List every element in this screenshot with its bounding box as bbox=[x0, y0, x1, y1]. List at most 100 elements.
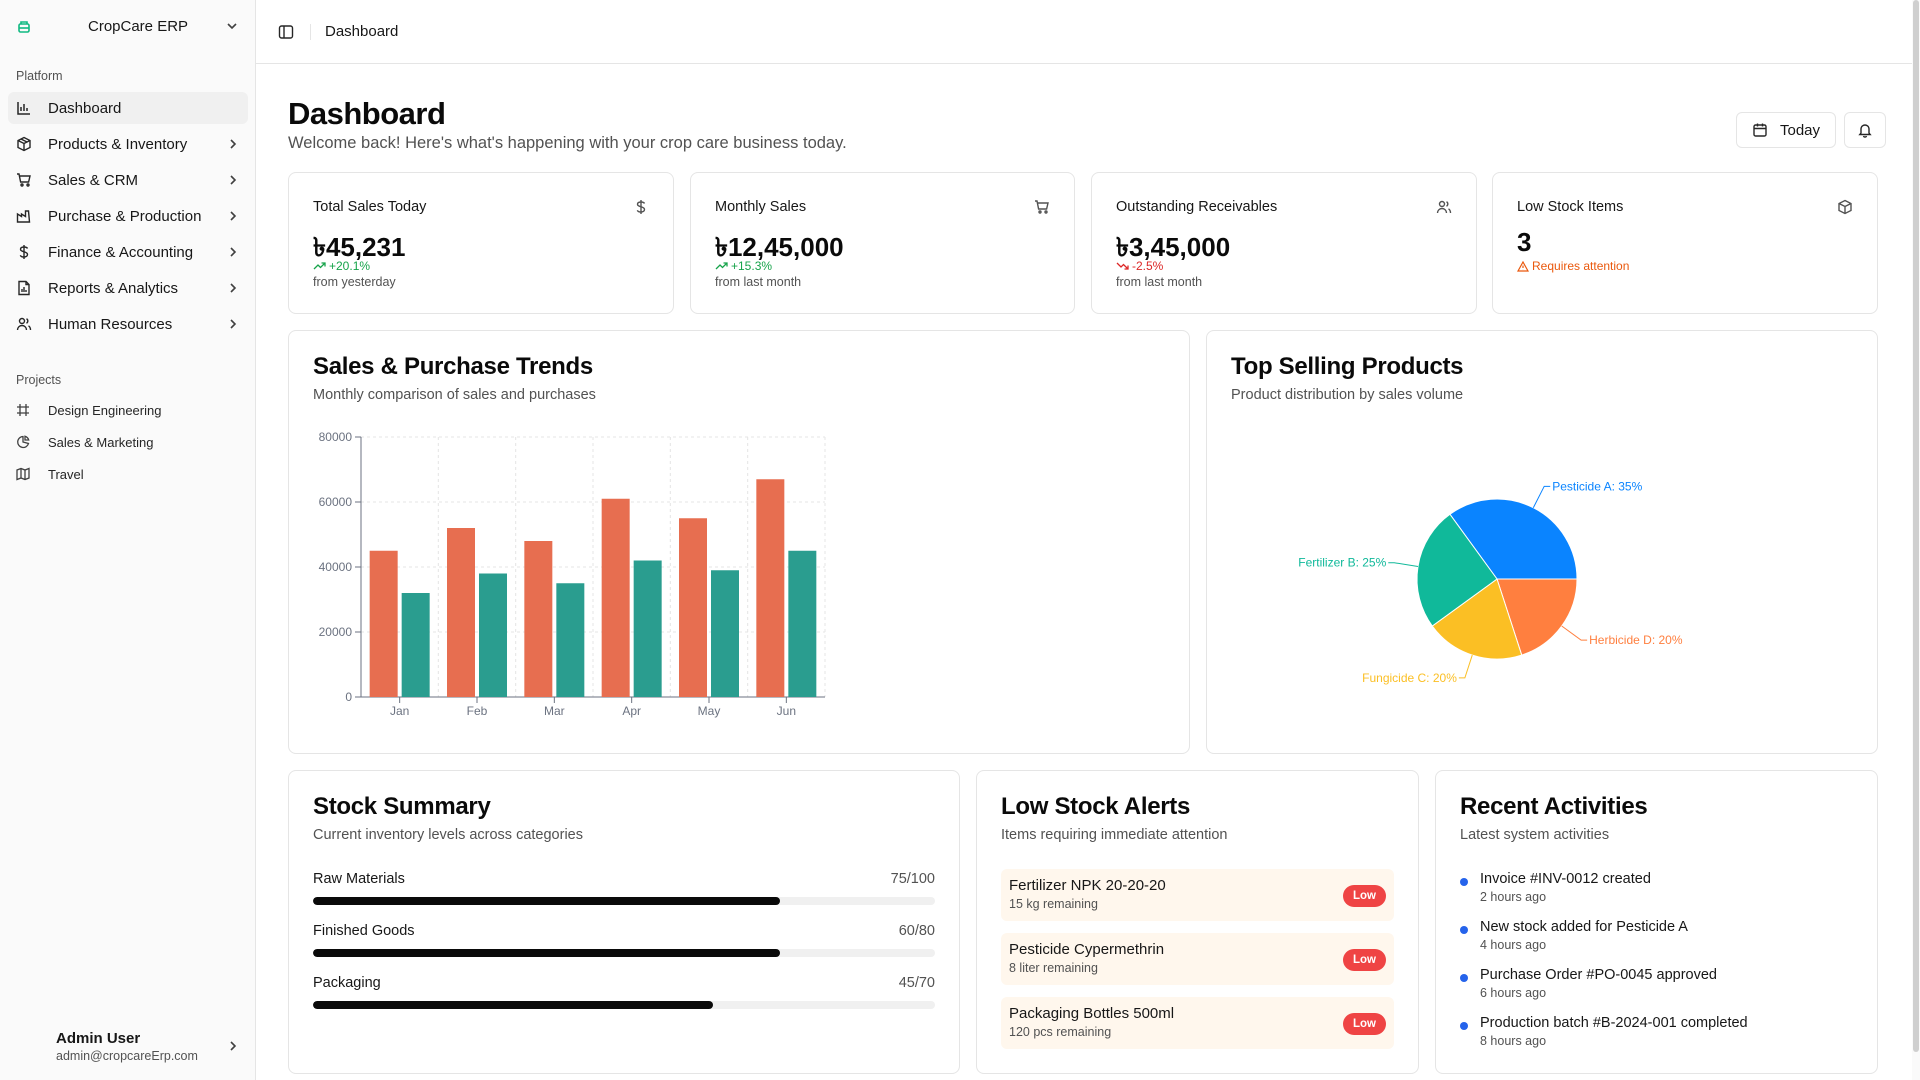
notifications-button[interactable] bbox=[1844, 112, 1886, 148]
stock-name: Raw Materials bbox=[313, 871, 405, 887]
project-item-travel[interactable]: Travel bbox=[8, 460, 248, 488]
projects-label: Projects bbox=[16, 373, 62, 387]
header-divider bbox=[310, 23, 311, 40]
app-name: CropCare ERP bbox=[88, 17, 189, 35]
stock-row: Packaging 45/70 bbox=[313, 975, 935, 1009]
x-tick-label: Mar bbox=[544, 704, 565, 718]
y-tick-label: 40000 bbox=[319, 560, 353, 574]
sidebar-item-finance[interactable]: Finance & Accounting bbox=[8, 236, 248, 268]
x-tick-label: Feb bbox=[467, 704, 488, 718]
sidebar-item-label: Reports & Analytics bbox=[48, 279, 179, 297]
stat-card-low-stock: Low Stock Items 3 Requires attention bbox=[1492, 172, 1878, 314]
card-title: Top Selling Products bbox=[1231, 353, 1464, 380]
pie-label-line bbox=[1388, 562, 1419, 567]
project-label: Travel bbox=[48, 466, 84, 482]
y-tick-label: 0 bbox=[345, 690, 352, 704]
stat-title: Total Sales Today bbox=[313, 199, 427, 215]
stock-progress-bar bbox=[313, 1001, 935, 1009]
trend-down-icon bbox=[1116, 262, 1129, 270]
sidebar-item-products[interactable]: Products & Inventory bbox=[8, 128, 248, 160]
activity-text: Production batch #B-2024-001 completed bbox=[1480, 1015, 1748, 1031]
alert-item[interactable]: Pesticide Cypermethrin 8 liter remaining… bbox=[1001, 933, 1394, 985]
project-label: Design Engineering bbox=[48, 402, 162, 418]
app-switcher[interactable]: CropCare ERP bbox=[8, 8, 248, 44]
scrollbar-track[interactable] bbox=[1912, 0, 1920, 1080]
card-subtitle: Monthly comparison of sales and purchase… bbox=[313, 387, 596, 403]
card-subtitle: Product distribution by sales volume bbox=[1231, 387, 1464, 403]
bar-jun-s1 bbox=[788, 550, 817, 697]
stat-title: Outstanding Receivables bbox=[1116, 199, 1278, 215]
stock-name: Finished Goods bbox=[313, 923, 415, 939]
alert-name: Packaging Bottles 500ml bbox=[1009, 1005, 1175, 1022]
stat-change: Requires attention bbox=[1517, 259, 1629, 273]
projects-nav: Design Engineering Sales & Marketing Tra… bbox=[8, 396, 248, 492]
warning-icon bbox=[1517, 260, 1529, 272]
bar-apr-s0 bbox=[601, 498, 630, 697]
activity-dot bbox=[1460, 1022, 1468, 1030]
stock-progress-fill bbox=[313, 949, 780, 957]
activity-time: 8 hours ago bbox=[1480, 1034, 1547, 1048]
box-icon bbox=[1837, 199, 1853, 215]
sidebar-item-sales[interactable]: Sales & CRM bbox=[8, 164, 248, 196]
stat-change-value: +15.3% bbox=[731, 259, 773, 273]
trends-card: Sales & Purchase Trends Monthly comparis… bbox=[288, 330, 1190, 754]
card-subtitle: Current inventory levels across categori… bbox=[313, 827, 583, 843]
sidebar-item-reports[interactable]: Reports & Analytics bbox=[8, 272, 248, 304]
chevron-down-icon bbox=[224, 18, 240, 34]
scrollbar-thumb[interactable] bbox=[1913, 0, 1919, 1052]
project-item-sales-marketing[interactable]: Sales & Marketing bbox=[8, 428, 248, 456]
cart-icon bbox=[16, 172, 32, 188]
sales-purchase-bar-chart: 0 20000 40000 60000 80000 Jan Feb Mar Apr May Jun bbox=[319, 430, 826, 718]
cart-icon bbox=[1034, 199, 1050, 215]
stock-progress-fill bbox=[313, 897, 780, 905]
project-item-design-engineering[interactable]: Design Engineering bbox=[8, 396, 248, 424]
sidebar-item-hr[interactable]: Human Resources bbox=[8, 308, 248, 340]
sidebar-item-label: Purchase & Production bbox=[48, 207, 202, 225]
stat-note: from last month bbox=[1116, 275, 1203, 289]
today-button[interactable]: Today bbox=[1736, 112, 1836, 148]
x-tick-label: Apr bbox=[622, 704, 641, 718]
sidebar-item-label: Human Resources bbox=[48, 315, 173, 333]
card-subtitle: Items requiring immediate attention bbox=[1001, 827, 1228, 843]
bar-may-s1 bbox=[711, 570, 739, 697]
top-bar: Dashboard bbox=[256, 0, 1920, 64]
chevron-right-icon bbox=[226, 173, 240, 187]
dollar-icon bbox=[16, 244, 32, 260]
users-icon bbox=[16, 316, 32, 332]
bar-jun-s0 bbox=[756, 479, 785, 697]
stat-change: +20.1% bbox=[313, 259, 370, 273]
pie-label-line bbox=[1561, 625, 1588, 641]
activity-time: 2 hours ago bbox=[1480, 890, 1547, 904]
alert-item[interactable]: Fertilizer NPK 20-20-20 15 kg remaining … bbox=[1001, 869, 1394, 921]
chevron-right-icon bbox=[226, 209, 240, 223]
stat-value: ৳45,231 bbox=[313, 232, 406, 262]
stat-card-total-sales: Total Sales Today ৳45,231 +20.1% from ye… bbox=[288, 172, 674, 314]
chevron-right-icon bbox=[226, 281, 240, 295]
sidebar-item-dashboard[interactable]: Dashboard bbox=[8, 92, 248, 124]
pie-label: Herbicide D: 20% bbox=[1589, 633, 1683, 647]
activity-item: Invoice #INV-0012 created 2 hours ago bbox=[1460, 871, 1853, 904]
user-menu[interactable]: Admin User admin@cropcareErp.com bbox=[8, 1022, 248, 1070]
activity-item: New stock added for Pesticide A 4 hours … bbox=[1460, 919, 1853, 952]
chevron-right-icon bbox=[226, 245, 240, 259]
sidebar: CropCare ERP Platform Dashboard Products… bbox=[0, 0, 256, 1080]
bar-mar-s0 bbox=[524, 541, 553, 697]
breadcrumb[interactable]: Dashboard bbox=[325, 23, 399, 40]
low-stock-card: Low Stock Alerts Items requiring immedia… bbox=[976, 770, 1419, 1074]
card-title: Recent Activities bbox=[1460, 793, 1648, 820]
logo-icon bbox=[16, 18, 32, 34]
sidebar-toggle-icon[interactable] bbox=[272, 18, 300, 46]
sidebar-item-purchase[interactable]: Purchase & Production bbox=[8, 200, 248, 232]
activity-dot bbox=[1460, 926, 1468, 934]
stock-qty: 75/100 bbox=[890, 871, 935, 887]
alert-remaining: 8 liter remaining bbox=[1009, 961, 1098, 975]
stock-qty: 60/80 bbox=[898, 923, 935, 939]
alert-item[interactable]: Packaging Bottles 500ml 120 pcs remainin… bbox=[1001, 997, 1394, 1049]
activity-text: New stock added for Pesticide A bbox=[1480, 919, 1688, 935]
bar-chart-icon bbox=[16, 100, 32, 116]
y-tick-label: 80000 bbox=[319, 430, 353, 444]
x-tick-label: Jun bbox=[777, 704, 796, 718]
users-icon bbox=[1436, 199, 1452, 215]
pie-slice bbox=[1416, 513, 1498, 627]
factory-icon bbox=[16, 208, 32, 224]
